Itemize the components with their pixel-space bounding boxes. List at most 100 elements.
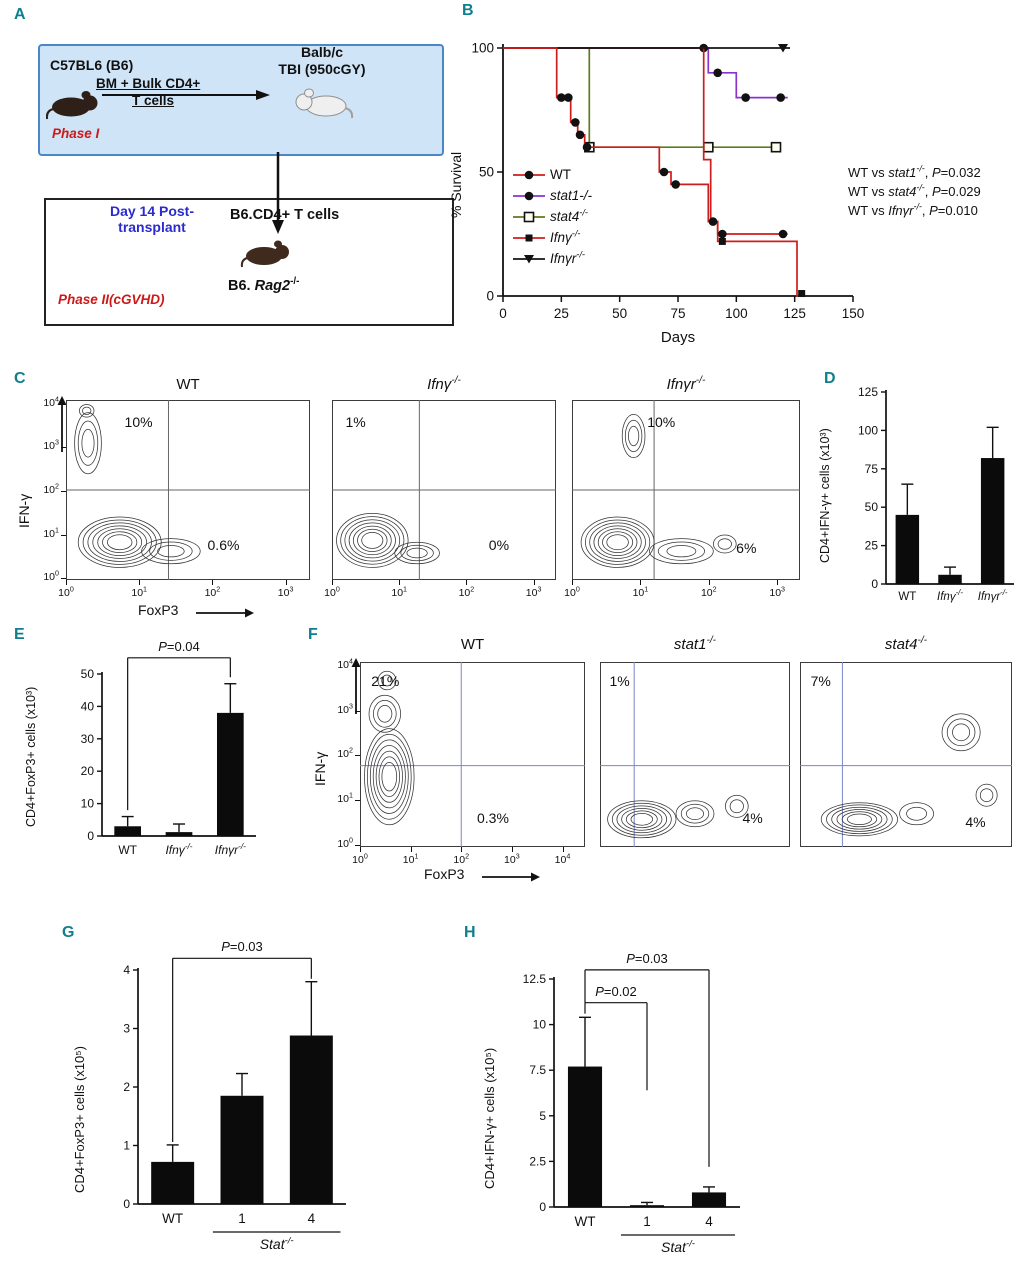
sup-shape: 2 xyxy=(216,585,221,594)
sup-shape: 3 xyxy=(781,585,786,594)
marker-stat4 xyxy=(703,141,714,153)
x-tick xyxy=(572,580,573,585)
F-plot-title-2: stat4-/- xyxy=(800,635,1012,653)
mouse-head xyxy=(275,245,289,259)
x-axis-title: Days xyxy=(661,329,695,346)
span-shape: Rag2 xyxy=(254,278,291,294)
span-shape: 10 xyxy=(337,838,350,851)
sup-shape: 3 xyxy=(515,852,520,861)
legend-sample-ifng xyxy=(513,234,545,241)
C-flow-plot-1 xyxy=(332,400,556,580)
mouse-body xyxy=(305,95,347,117)
F-x-axis-arrow-icon xyxy=(482,872,540,882)
D-y-axis-title: CD4+IFN-γ+ cells (x10³) xyxy=(818,428,832,564)
C-x-tick-label: 103 xyxy=(520,586,548,599)
span-shape: WT xyxy=(550,167,571,182)
span-shape: 10 xyxy=(337,658,350,671)
contour-ring xyxy=(624,419,643,453)
transplant-arrow-icon xyxy=(272,152,284,234)
contour-ring xyxy=(580,516,655,568)
plot-frame xyxy=(600,662,790,847)
arrow-head xyxy=(256,90,270,100)
balbc-mouse-icon xyxy=(295,88,354,119)
day14-line2: transplant xyxy=(118,219,186,236)
span-shape: 10 xyxy=(43,396,56,409)
sup-shape: 0 xyxy=(363,852,368,861)
C-x-tick-label: 103 xyxy=(272,586,300,599)
bar-1 xyxy=(220,1095,264,1204)
C-x-tick-label: 101 xyxy=(125,586,153,599)
span-shape: stat4 xyxy=(550,209,580,224)
span-shape: 1 xyxy=(238,1211,246,1226)
span-shape: 10 xyxy=(391,587,404,599)
panel-label-A: A xyxy=(14,6,26,23)
H-category-label-2: 4 xyxy=(664,1214,754,1229)
bar-0 xyxy=(114,826,142,836)
F-lower-gate-pct-1: 4% xyxy=(742,810,763,826)
sup-shape: -/- xyxy=(284,1235,294,1247)
span-shape: 10 xyxy=(453,854,466,866)
C-y-axis-arrow-icon xyxy=(57,396,67,452)
H-pvalue-label-0: P=0.02 xyxy=(571,984,661,999)
span-shape: 10 xyxy=(43,527,56,540)
span-shape: , xyxy=(924,165,932,180)
F-x-tick-label: 101 xyxy=(397,853,425,866)
bar-0 xyxy=(151,1161,195,1204)
span-shape: P xyxy=(929,202,938,218)
F-y-tick-label: 104 xyxy=(324,658,353,671)
mouse-body xyxy=(52,97,90,117)
sup-shape: -/- xyxy=(571,228,581,239)
contour-ring xyxy=(686,807,704,820)
contour-ring xyxy=(149,541,193,561)
span-shape: Ifnγ xyxy=(937,591,956,603)
panel-label-D: D xyxy=(824,370,836,387)
y-tick-label: 7.5 xyxy=(529,1063,546,1077)
legend-item-ifngr: Ifnγr-/- xyxy=(512,248,592,269)
sup-shape: 2 xyxy=(349,746,353,755)
contour-ring xyxy=(381,674,393,687)
span-shape: =0.029 xyxy=(940,183,981,199)
marker-wt xyxy=(778,229,788,239)
contour-ring xyxy=(625,810,658,829)
marker-ifngr xyxy=(778,44,788,53)
contour-ring xyxy=(82,406,92,415)
contour-ring xyxy=(357,528,388,552)
span-shape: Ifnγ xyxy=(550,230,572,245)
C-x-tick-label: 100 xyxy=(558,586,586,599)
D-bar-plot: 0 25 50 75 100 125 xyxy=(858,385,1014,591)
x-tick-label: 100 xyxy=(725,306,748,321)
span-shape: 10 xyxy=(337,793,350,806)
arrow-head xyxy=(57,396,67,405)
legend-marker xyxy=(524,170,534,179)
sup-shape: 2 xyxy=(465,852,470,861)
sup-shape: 2 xyxy=(712,585,717,594)
F-y-tick-label: 102 xyxy=(324,746,353,760)
B-pvalue-annotations: WT vs stat1-/-, P=0.032 WT vs stat4-/-, P… xyxy=(848,164,1020,221)
rag2-mouse-icon xyxy=(240,240,289,268)
span-shape: WT vs xyxy=(848,202,889,218)
contour-ring xyxy=(336,513,409,568)
D-category-label-1: Ifnγ-/- xyxy=(905,589,995,603)
x-tick xyxy=(461,847,463,852)
contour-ring xyxy=(616,805,668,834)
span-shape: 10 xyxy=(58,587,70,599)
mouse-head xyxy=(82,95,98,111)
bar-2 xyxy=(289,1035,333,1204)
F-lower-gate-pct-0: 0.3% xyxy=(477,810,509,826)
marker-stat1 xyxy=(713,68,722,78)
C-x-tick-label: 101 xyxy=(385,586,413,599)
sup-shape: -/- xyxy=(290,276,300,288)
x-tick xyxy=(533,580,535,585)
contour-ring xyxy=(141,538,201,565)
x-tick-label: 0 xyxy=(499,306,507,321)
C-plot-title-2: Ifnγr-/- xyxy=(572,375,800,393)
contour-ring xyxy=(368,694,401,733)
legend-sample-stat1 xyxy=(513,191,545,200)
contour-ring xyxy=(628,425,640,447)
F-flow-plot-1 xyxy=(600,662,790,847)
C-flow-plot-0 xyxy=(66,400,310,580)
C-upper-gate-pct-0: 10% xyxy=(124,414,153,431)
contour-ring xyxy=(846,813,872,825)
mouse-ear xyxy=(274,240,282,248)
B-legend: WT stat1-/- stat4-/- Ifnγ-/- Ifnγr-/- xyxy=(512,164,592,269)
